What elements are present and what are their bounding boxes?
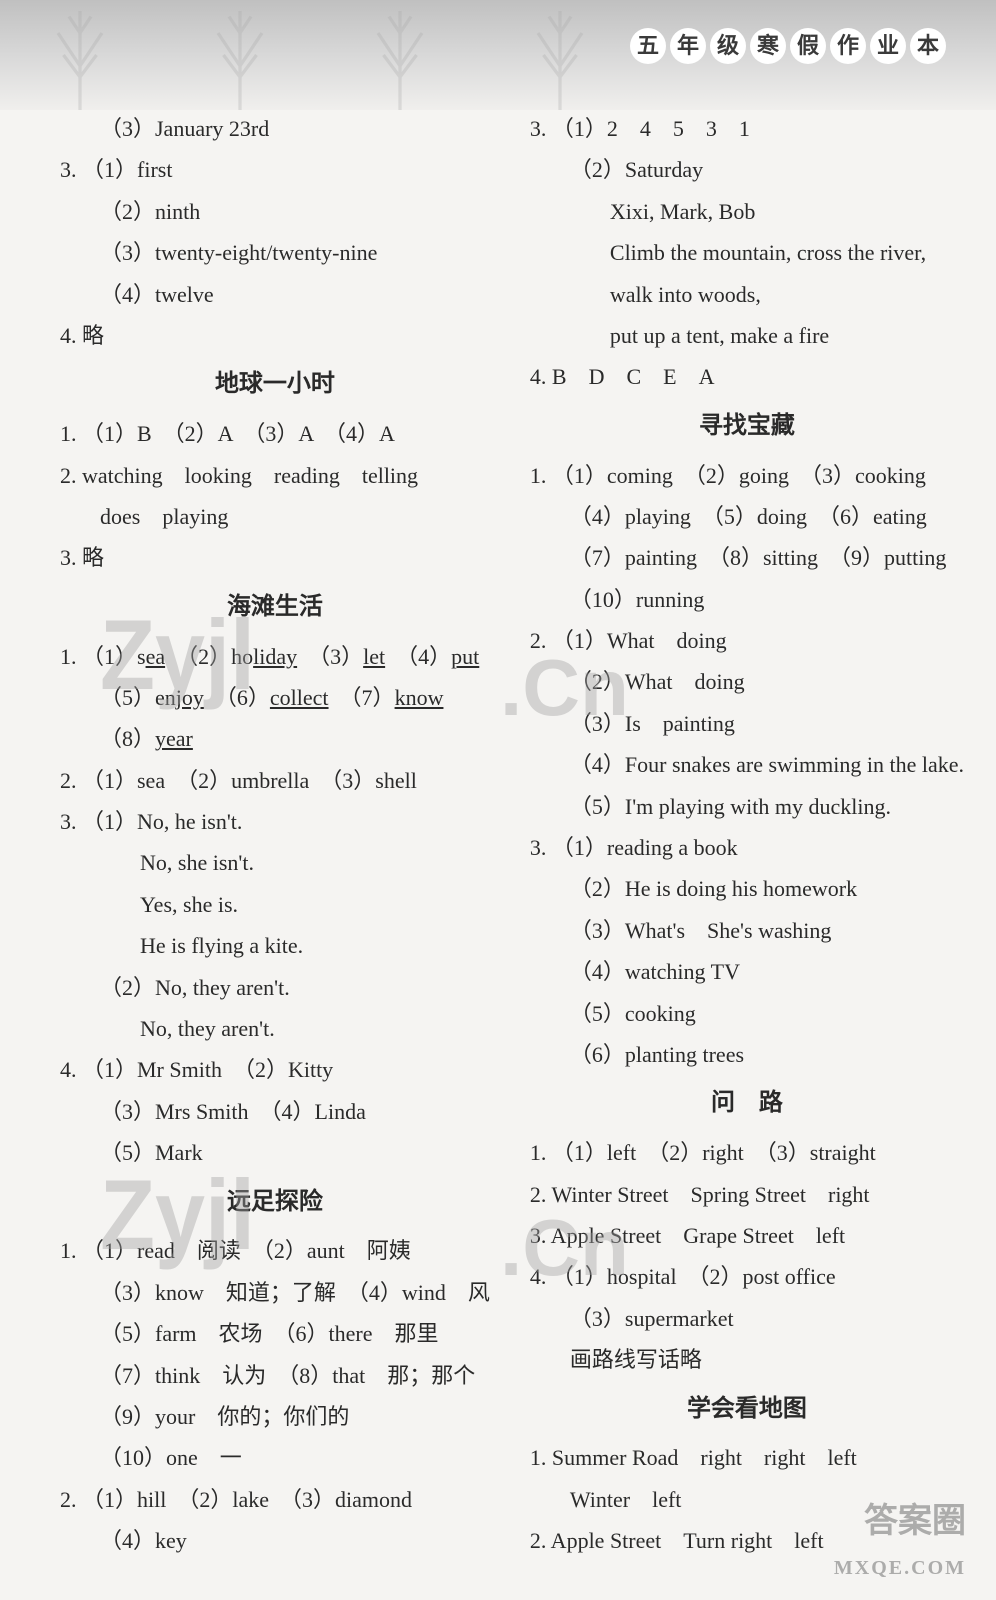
answer-line: 1. （1）read 阅读 （2）aunt 阿姨 — [60, 1232, 490, 1269]
answer-line: （2）ninth — [60, 193, 490, 230]
answer-line: （7）painting （8）sitting （9）putting — [530, 539, 964, 576]
footer-brand-text: 答案圈 — [834, 1493, 966, 1551]
answer-line: 3. Apple Street Grape Street left — [530, 1217, 964, 1254]
answer-line: （3）January 23rd — [60, 110, 490, 147]
answer-line: 1. （1）left （2）right （3）straight — [530, 1134, 964, 1171]
answer-line: （2）Saturday — [530, 151, 964, 188]
section-title: 寻找宝藏 — [530, 406, 964, 447]
tree-decoration-icon — [500, 0, 620, 110]
answer-line: （3）What's She's washing — [530, 912, 964, 949]
tree-decoration-icon — [340, 0, 460, 110]
answer-line: （2）What doing — [530, 663, 964, 700]
title-char: 作 — [830, 28, 866, 64]
section-title: 远足探险 — [60, 1182, 490, 1223]
answer-line: 画路线写话略 — [530, 1341, 964, 1378]
header-banner: 五年级寒假作业本 — [0, 0, 996, 110]
answer-line: Xixi, Mark, Bob — [530, 193, 964, 230]
answer-line: （5）Mark — [60, 1134, 490, 1171]
page-title: 五年级寒假作业本 — [630, 28, 946, 64]
answer-line: He is flying a kite. — [60, 927, 490, 964]
answer-line: 1. （1）coming （2）going （3）cooking — [530, 457, 964, 494]
section-title: 学会看地图 — [530, 1389, 964, 1430]
content-area: （3）January 23rd 3. （1）first （2）ninth （3）twe… — [0, 110, 996, 1594]
answer-line: （5）farm 农场 （6）there 那里 — [60, 1315, 490, 1352]
answer-line: 4. （1）hospital （2）post office — [530, 1258, 964, 1295]
answer-line: （4）twelve — [60, 276, 490, 313]
answer-line: Yes, she is. — [60, 886, 490, 923]
tree-decoration-icon — [20, 0, 140, 110]
tree-decoration-icon — [180, 0, 300, 110]
left-column: （3）January 23rd 3. （1）first （2）ninth （3）twe… — [40, 110, 510, 1564]
answer-line: （10）running — [530, 581, 964, 618]
answer-line: No, they aren't. — [60, 1010, 490, 1047]
title-char: 业 — [870, 28, 906, 64]
answer-line: 4. 略 — [60, 317, 490, 354]
answer-line: 1. （1）B （2）A （3）A （4）A — [60, 415, 490, 452]
right-column: 3. （1）2 4 5 3 1 （2）Saturday Xixi, Mark, Bo… — [510, 110, 984, 1564]
answer-line: 1. Summer Road right right left — [530, 1439, 964, 1476]
answer-line: 4. （1）Mr Smith （2）Kitty — [60, 1051, 490, 1088]
answer-line: 3. （1）No, he isn't. — [60, 803, 490, 840]
answer-line: （3）supermarket — [530, 1300, 964, 1337]
answer-line: （5）enjoy （6）collect （7）know — [60, 679, 490, 716]
answer-line: 2. Winter Street Spring Street right — [530, 1176, 964, 1213]
answer-line: （3）Is painting — [530, 705, 964, 742]
answer-line: （5）I'm playing with my duckling. — [530, 788, 964, 825]
answer-line: Climb the mountain, cross the river, — [530, 234, 964, 271]
answer-line: walk into woods, — [530, 276, 964, 313]
title-char: 五 — [630, 28, 666, 64]
footer-url: MXQE.COM — [834, 1551, 966, 1585]
answer-line: 3. （1）2 4 5 3 1 — [530, 110, 964, 147]
title-char: 级 — [710, 28, 746, 64]
answer-line: 3. 略 — [60, 539, 490, 576]
answer-line: （6）planting trees — [530, 1036, 964, 1073]
answer-line: 2. watching looking reading telling — [60, 457, 490, 494]
answer-line: No, she isn't. — [60, 844, 490, 881]
answer-line: 2. （1）hill （2）lake （3）diamond — [60, 1481, 490, 1518]
answer-line: （9）your 你的；你们的 — [60, 1398, 490, 1435]
answer-line: （2）He is doing his homework — [530, 870, 964, 907]
answer-line: （4）key — [60, 1522, 490, 1559]
answer-line: 2. （1）What doing — [530, 622, 964, 659]
answer-line: （2）No, they aren't. — [60, 969, 490, 1006]
answer-line: （3）twenty-eight/twenty-nine — [60, 234, 490, 271]
section-title: 地球一小时 — [60, 364, 490, 405]
title-char: 寒 — [750, 28, 786, 64]
title-char: 假 — [790, 28, 826, 64]
answer-line: （4）playing （5）doing （6）eating — [530, 498, 964, 535]
answer-line: （4）Four snakes are swimming in the lake. — [530, 746, 964, 783]
answer-line: （7）think 认为 （8）that 那；那个 — [60, 1357, 490, 1394]
answer-line: （3）Mrs Smith （4）Linda — [60, 1093, 490, 1130]
answer-line: 3. （1）reading a book — [530, 829, 964, 866]
section-title: 问 路 — [530, 1083, 964, 1124]
answer-line: （10）one 一 — [60, 1439, 490, 1476]
answer-line: does playing — [60, 498, 490, 535]
title-char: 年 — [670, 28, 706, 64]
answer-line: 3. （1）first — [60, 151, 490, 188]
footer-brand: 答案圈 MXQE.COM — [834, 1493, 966, 1585]
answer-line: 2. （1）sea （2）umbrella （3）shell — [60, 762, 490, 799]
answer-line: （8）year — [60, 720, 490, 757]
answer-line: （3）know 知道；了解 （4）wind 风 — [60, 1274, 490, 1311]
answer-line: （5）cooking — [530, 995, 964, 1032]
answer-line: （4）watching TV — [530, 953, 964, 990]
title-char: 本 — [910, 28, 946, 64]
answer-line: 1. （1）sea （2）holiday （3）let （4）put — [60, 638, 490, 675]
answer-line: 4. B D C E A — [530, 358, 964, 395]
section-title: 海滩生活 — [60, 587, 490, 628]
answer-line: put up a tent, make a fire — [530, 317, 964, 354]
